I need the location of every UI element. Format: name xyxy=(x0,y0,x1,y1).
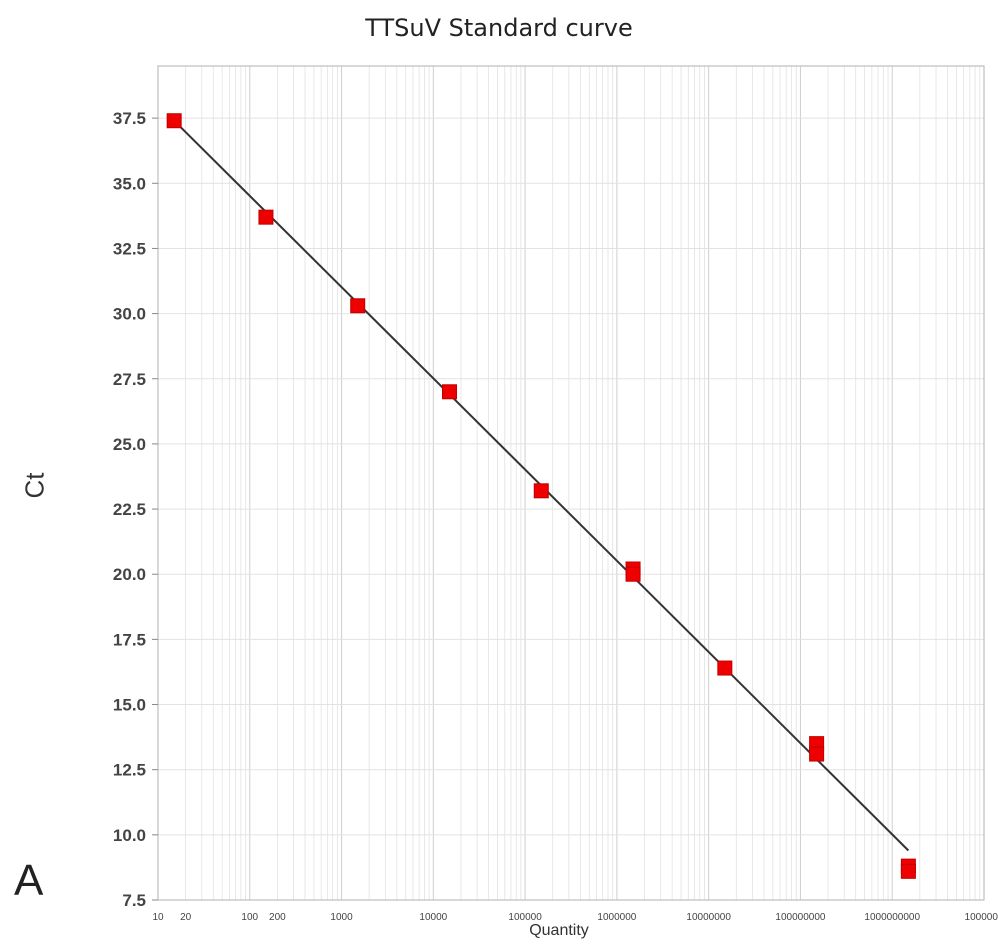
y-tick-label: 22.5 xyxy=(113,500,146,519)
x-tick-label: 1000000000 xyxy=(864,912,920,923)
y-tick-label: 25.0 xyxy=(113,435,146,454)
y-tick-label: 30.0 xyxy=(113,305,146,324)
panel-label: A xyxy=(14,856,44,905)
y-tick-label: 7.5 xyxy=(122,891,146,910)
data-point xyxy=(533,483,549,499)
x-tick-label: 10000 xyxy=(419,912,447,923)
plot-area xyxy=(158,66,984,900)
data-point xyxy=(350,298,366,314)
data-point xyxy=(900,863,916,879)
y-tick-label: 20.0 xyxy=(113,565,146,584)
x-tick-label: 10000000 xyxy=(686,912,731,923)
y-tick-label: 12.5 xyxy=(113,761,146,780)
data-point xyxy=(625,566,641,582)
y-tick-label: 15.0 xyxy=(113,696,146,715)
data-point xyxy=(258,209,274,225)
y-tick-label: 27.5 xyxy=(113,370,146,389)
x-tick-label: 100000000 xyxy=(775,912,825,923)
chart-title: TTSuV Standard curve xyxy=(365,14,633,42)
x-tick-label: 200 xyxy=(269,912,286,923)
x-tick-label: 10 xyxy=(152,912,164,923)
y-tick-label: 17.5 xyxy=(113,630,146,649)
y-tick-label: 32.5 xyxy=(113,239,146,258)
x-tick-label: 1000 xyxy=(330,912,353,923)
y-tick-label: 37.5 xyxy=(113,109,146,128)
data-point xyxy=(166,113,182,129)
x-tick-label: 1000000 xyxy=(965,912,998,923)
data-point xyxy=(809,746,825,762)
y-tick-label: 10.0 xyxy=(113,826,146,845)
x-axis-label: Quantity xyxy=(529,922,589,939)
x-tick-label: 1000000 xyxy=(597,912,636,923)
x-tick-label: 20 xyxy=(180,912,192,923)
x-tick-label: 100000 xyxy=(508,912,542,923)
y-tick-label: 35.0 xyxy=(113,174,146,193)
data-point xyxy=(441,384,457,400)
plot-frame xyxy=(157,65,985,901)
x-tick-label: 100 xyxy=(241,912,258,923)
data-point xyxy=(717,660,733,676)
